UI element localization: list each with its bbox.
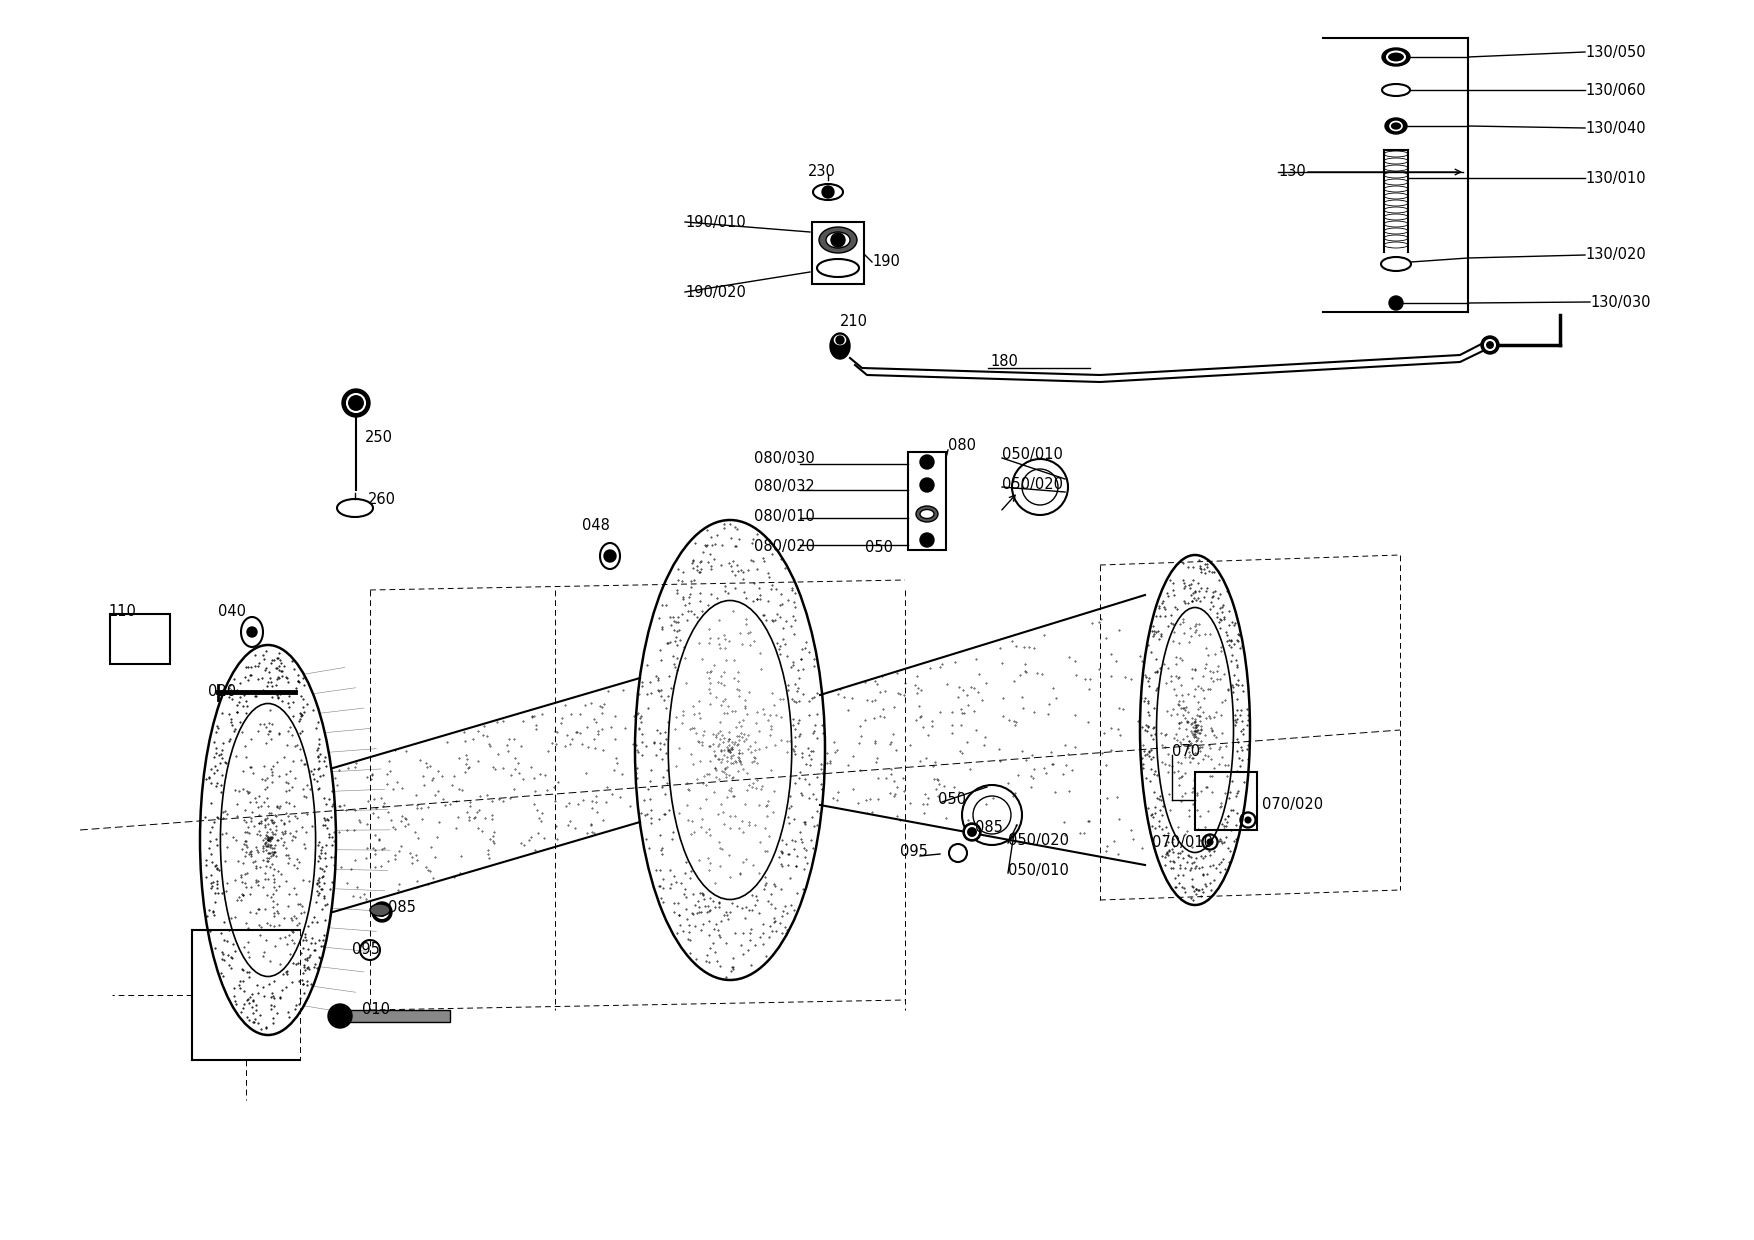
Bar [812,222,865,284]
Ellipse shape [916,506,938,522]
Text: 260: 260 [368,492,396,507]
Text: 130/060: 130/060 [1586,83,1645,98]
Ellipse shape [1386,118,1407,134]
Text: 130/040: 130/040 [1586,120,1645,135]
Text: 020: 020 [209,684,237,699]
Circle shape [921,533,933,547]
Bar [909,453,945,551]
Text: 110: 110 [109,605,135,620]
Text: 080/030: 080/030 [754,450,816,465]
Text: 080/020: 080/020 [754,538,816,553]
Circle shape [603,551,616,562]
Text: 080/032: 080/032 [754,479,816,494]
Text: 080/010: 080/010 [754,508,816,523]
Circle shape [342,389,370,417]
Ellipse shape [1382,48,1410,66]
Circle shape [823,186,833,198]
Text: 230: 230 [809,165,837,180]
Text: 095: 095 [353,942,381,957]
Text: 130/030: 130/030 [1589,295,1651,310]
Circle shape [1201,835,1217,849]
Text: 040: 040 [217,605,246,620]
Text: 210: 210 [840,315,868,330]
Circle shape [328,1004,353,1028]
Ellipse shape [826,232,851,248]
Circle shape [1240,812,1256,828]
Circle shape [963,823,980,841]
Text: 130/010: 130/010 [1586,170,1645,186]
Circle shape [921,477,933,492]
Text: 050/020: 050/020 [1002,476,1063,491]
Text: 085: 085 [388,900,416,915]
Ellipse shape [370,904,389,916]
Text: 050/010: 050/010 [1002,446,1063,461]
Circle shape [837,336,844,343]
Text: 130/020: 130/020 [1586,248,1645,263]
Text: 050: 050 [938,792,966,807]
Text: 050/010: 050/010 [1009,863,1068,878]
Ellipse shape [921,510,933,518]
Text: 080: 080 [947,439,975,454]
Circle shape [831,233,845,247]
Bar [111,614,170,663]
Text: 130/050: 130/050 [1586,45,1645,60]
Ellipse shape [819,227,858,253]
Text: 070: 070 [1172,744,1200,759]
Ellipse shape [830,334,851,360]
Bar [1194,773,1258,830]
Text: 070/010: 070/010 [1152,835,1214,849]
Text: 050/020: 050/020 [1009,832,1068,847]
Text: 130: 130 [1279,165,1305,180]
Text: 190/010: 190/010 [686,215,745,229]
Text: 085: 085 [975,821,1003,836]
Text: 250: 250 [365,430,393,445]
Circle shape [372,901,391,923]
Ellipse shape [833,334,847,346]
Text: 180: 180 [989,355,1017,370]
Text: 070/020: 070/020 [1261,796,1323,811]
Text: 010: 010 [361,1002,389,1018]
Text: 190/020: 190/020 [686,284,745,300]
Bar [340,1011,451,1022]
Text: 190: 190 [872,254,900,269]
Circle shape [247,627,258,637]
Circle shape [1480,336,1500,353]
Text: 050: 050 [865,541,893,556]
Circle shape [921,455,933,469]
Text: 095: 095 [900,844,928,859]
Text: 048: 048 [582,518,610,533]
Circle shape [1389,296,1403,310]
